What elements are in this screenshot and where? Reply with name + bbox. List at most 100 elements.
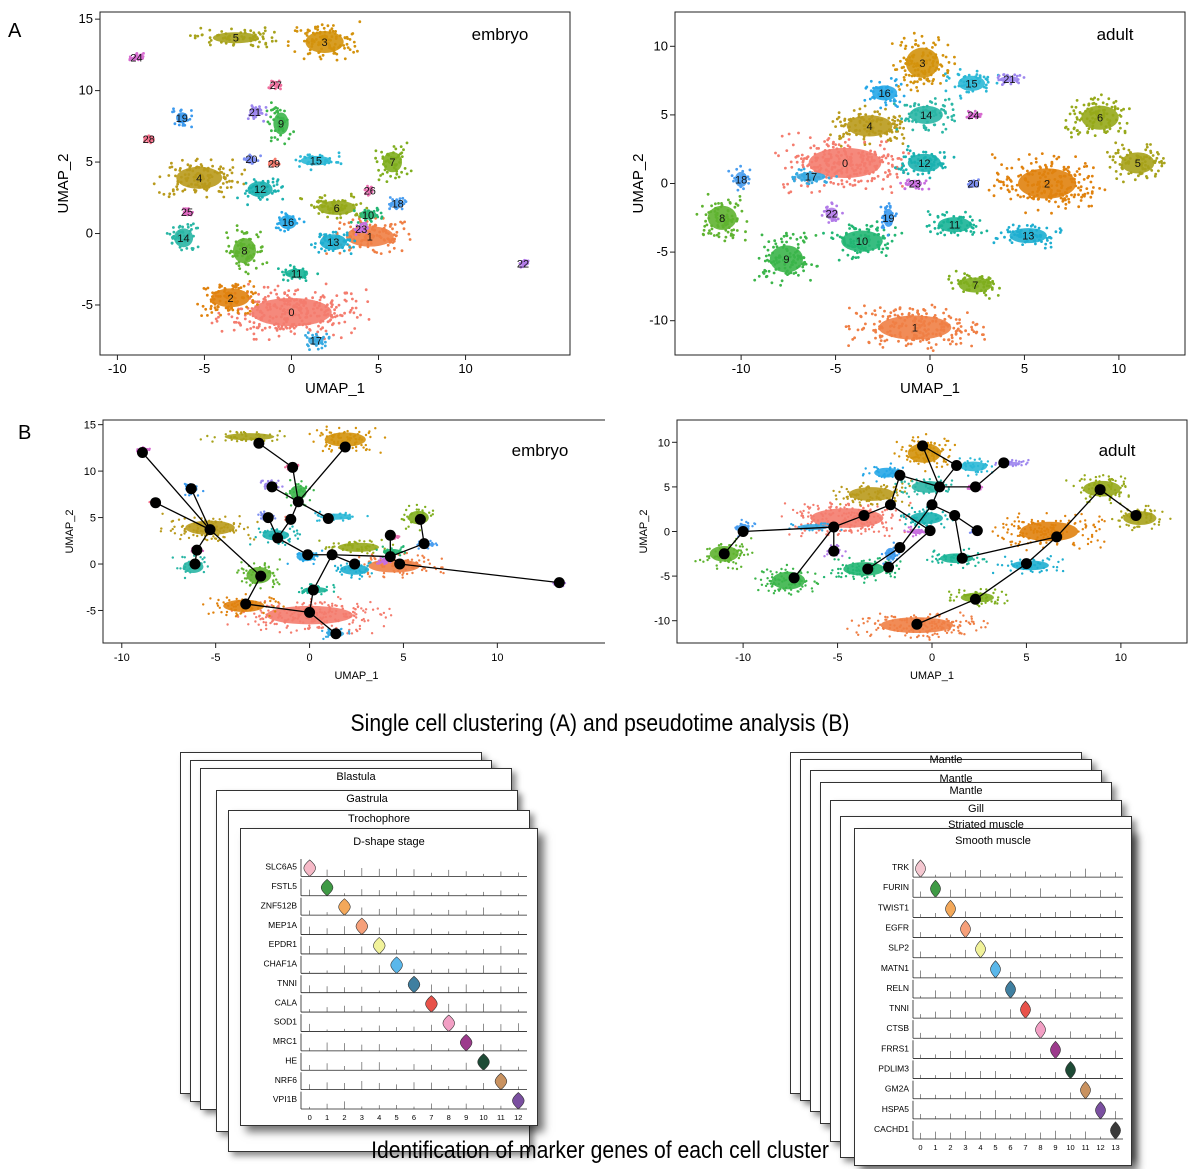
cluster-23 bbox=[353, 221, 369, 236]
cluster-10 bbox=[822, 220, 904, 262]
trajectory-edge bbox=[922, 445, 957, 467]
trajectory-node bbox=[969, 593, 981, 605]
gene-label: SOD1 bbox=[274, 1017, 297, 1027]
cluster-core bbox=[907, 153, 941, 172]
cluster-core bbox=[357, 226, 365, 233]
cluster-core bbox=[958, 277, 992, 293]
plot-title: adult bbox=[1097, 25, 1134, 44]
cluster-tick-label: 12 bbox=[1096, 1143, 1104, 1152]
cluster-label: 18 bbox=[392, 199, 404, 211]
y-tick-label: 5 bbox=[86, 154, 93, 169]
x-tick-label: -10 bbox=[735, 652, 751, 664]
cluster-core bbox=[969, 112, 978, 118]
gene-label: MATN1 bbox=[881, 963, 909, 973]
trajectory-node bbox=[253, 437, 265, 449]
cluster-core bbox=[874, 467, 900, 478]
trajectory-node bbox=[414, 513, 426, 525]
gene-label: SLP2 bbox=[888, 943, 909, 953]
cluster-27 bbox=[267, 79, 283, 91]
cluster-tick-label: 9 bbox=[1053, 1143, 1057, 1152]
cluster-core bbox=[769, 245, 804, 273]
trajectory-node bbox=[418, 538, 430, 550]
trajectory-node bbox=[862, 563, 874, 575]
trajectory-edge bbox=[890, 504, 931, 532]
cluster-label: 4 bbox=[196, 173, 202, 185]
trajectory-node bbox=[1094, 484, 1106, 496]
trajectory-edge bbox=[390, 542, 425, 558]
stack-title: Gill bbox=[968, 803, 984, 815]
cluster-14 bbox=[165, 222, 200, 252]
cluster-label: 3 bbox=[919, 58, 925, 70]
trajectory-edge bbox=[899, 474, 940, 488]
cluster-13 bbox=[310, 230, 357, 256]
cluster-core bbox=[970, 181, 977, 186]
cluster-20 bbox=[242, 153, 262, 165]
trajectory-node bbox=[262, 512, 274, 524]
trajectory-node bbox=[302, 549, 314, 561]
cluster-tick-label: 3 bbox=[963, 1143, 967, 1152]
cluster-label: 5 bbox=[233, 33, 239, 45]
gene-label: CHAF1A bbox=[263, 959, 297, 969]
trajectory-edge bbox=[141, 452, 211, 531]
x-axis-label: UMAP_1 bbox=[334, 670, 378, 682]
gene-label: NRF6 bbox=[275, 1075, 297, 1085]
cluster-tick-label: 3 bbox=[360, 1113, 364, 1122]
trajectory-node bbox=[956, 552, 968, 564]
trajectory-edge bbox=[916, 598, 976, 625]
cluster-tick-label: 1 bbox=[933, 1143, 937, 1152]
cluster-core bbox=[907, 443, 942, 463]
gene-label: EPDR1 bbox=[269, 939, 298, 949]
cluster-label: 11 bbox=[949, 220, 960, 232]
gene-label: CTSB bbox=[886, 1023, 909, 1033]
cluster-core bbox=[340, 564, 370, 575]
trajectory-node bbox=[272, 532, 284, 544]
cluster-label: 17 bbox=[805, 172, 817, 184]
cluster-21 bbox=[246, 104, 268, 123]
x-tick-label: 10 bbox=[1112, 361, 1126, 376]
cluster-core bbox=[939, 553, 974, 564]
cluster-core bbox=[246, 156, 257, 163]
violin bbox=[1020, 1000, 1031, 1019]
cluster-6 bbox=[299, 192, 369, 220]
cluster-label: 10 bbox=[362, 210, 374, 222]
cluster-label: 22 bbox=[826, 209, 838, 221]
violin bbox=[355, 917, 369, 935]
cluster-25 bbox=[182, 207, 194, 217]
trajectory-node bbox=[737, 526, 749, 537]
trajectory-node bbox=[1020, 558, 1032, 570]
trajectory-node bbox=[894, 469, 906, 481]
x-tick-label: 0 bbox=[306, 652, 312, 664]
y-axis-label: UMAP_2 bbox=[55, 153, 72, 213]
cluster-label: 25 bbox=[181, 207, 193, 219]
caption-marker-genes: Identification of marker genes of each c… bbox=[371, 1137, 829, 1164]
cluster-points bbox=[695, 31, 1166, 352]
cluster-18 bbox=[388, 196, 408, 211]
plot-title: adult bbox=[1099, 441, 1136, 460]
cluster-label: 24 bbox=[130, 53, 142, 65]
cluster-core bbox=[1020, 521, 1079, 542]
cluster-label: 19 bbox=[882, 213, 894, 225]
trajectory-edge bbox=[155, 502, 211, 531]
cluster-tick-label: 8 bbox=[1038, 1143, 1042, 1152]
trajectory-node bbox=[969, 481, 981, 493]
cluster-tick-label: 0 bbox=[918, 1143, 922, 1152]
violin bbox=[1065, 1061, 1076, 1079]
trajectory-edge bbox=[975, 462, 1005, 488]
cluster-core bbox=[734, 171, 748, 187]
cluster-label: 19 bbox=[176, 113, 188, 125]
cluster-core bbox=[846, 115, 893, 137]
stack-title: Blastula bbox=[336, 771, 376, 783]
trajectory-node bbox=[240, 598, 252, 610]
trajectory-edge bbox=[190, 488, 211, 530]
trajectory-edge bbox=[297, 501, 329, 520]
stack-title: Trochophore bbox=[348, 813, 410, 825]
cluster-tick-label: 7 bbox=[429, 1113, 433, 1122]
y-tick-label: 5 bbox=[90, 513, 96, 525]
y-tick-label: -10 bbox=[654, 616, 670, 628]
cluster-core bbox=[382, 151, 403, 173]
umap-embryo-clusters: -10 -5 0 5 10-5051015UMAP_1UMAP_2embryo01234… bbox=[55, 11, 571, 397]
cluster-tick-label: 5 bbox=[993, 1143, 997, 1152]
cluster-8 bbox=[695, 192, 749, 243]
cluster-core bbox=[907, 179, 923, 188]
trajectory-node bbox=[384, 551, 396, 563]
